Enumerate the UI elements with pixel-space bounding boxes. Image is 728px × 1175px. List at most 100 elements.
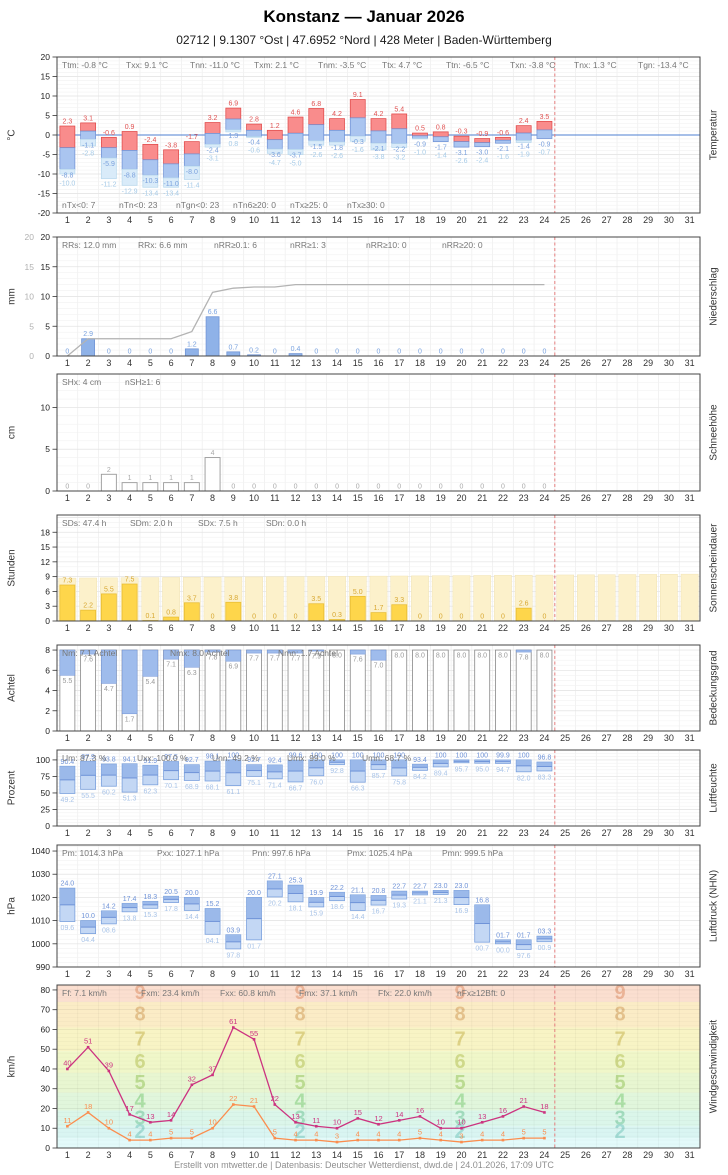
svg-text:4: 4 [501,1130,505,1139]
svg-text:4: 4 [45,686,50,696]
svg-text:13: 13 [311,1150,321,1160]
svg-text:0: 0 [501,349,505,356]
svg-text:70: 70 [41,1005,51,1015]
svg-text:2: 2 [86,733,91,743]
svg-text:7.7: 7.7 [270,656,280,663]
svg-text:5: 5 [134,1072,145,1094]
svg-text:00.7: 00.7 [475,946,489,953]
svg-text:8: 8 [210,623,215,633]
svg-text:15: 15 [353,969,363,979]
svg-text:27: 27 [602,969,612,979]
svg-text:7: 7 [134,1028,145,1050]
svg-text:26: 26 [581,969,591,979]
svg-text:16: 16 [499,1106,507,1115]
svg-text:Niederschlag: Niederschlag [709,267,720,325]
svg-text:5: 5 [169,1128,173,1137]
svg-text:24: 24 [539,1150,549,1160]
svg-text:-3.8: -3.8 [165,142,177,149]
svg-text:25: 25 [560,215,570,225]
svg-text:14: 14 [167,1110,175,1119]
svg-text:2: 2 [107,467,111,474]
svg-text:95.0: 95.0 [475,767,489,774]
svg-text:23: 23 [519,623,529,633]
svg-text:7.7: 7.7 [291,656,301,663]
svg-text:18: 18 [415,1150,425,1160]
svg-text:01.7: 01.7 [517,932,531,939]
svg-text:-0.9: -0.9 [538,142,550,149]
svg-text:9: 9 [231,623,236,633]
svg-text:4.6: 4.6 [291,110,301,117]
svg-text:19.9: 19.9 [309,890,323,897]
svg-text:8.0: 8.0 [498,653,508,660]
svg-text:Pnn: 997.6 hPa: Pnn: 997.6 hPa [252,848,311,858]
svg-text:61.1: 61.1 [226,789,240,796]
svg-text:15: 15 [353,623,363,633]
svg-text:7: 7 [614,1028,625,1050]
svg-text:4: 4 [293,1130,297,1139]
svg-text:nRR≥20: 0: nRR≥20: 0 [442,240,483,250]
svg-text:92.7: 92.7 [185,757,199,764]
svg-text:11: 11 [270,828,279,838]
svg-text:5: 5 [614,1072,625,1094]
svg-text:0: 0 [45,1143,50,1153]
svg-text:Unn: 49.2 %: Unn: 49.2 % [212,753,259,763]
svg-text:5: 5 [542,1128,546,1137]
svg-text:7.1: 7.1 [166,662,176,669]
svg-text:1.3: 1.3 [228,133,238,140]
svg-text:9: 9 [231,828,236,838]
svg-text:31: 31 [685,623,695,633]
svg-text:24: 24 [539,828,549,838]
y-axis-labels: 8 6 4 2 0 [45,645,57,736]
svg-text:0: 0 [397,484,401,491]
svg-text:0: 0 [169,349,173,356]
svg-text:°C: °C [7,129,18,140]
svg-text:04.1: 04.1 [206,938,220,945]
svg-text:0: 0 [460,349,464,356]
svg-text:13: 13 [311,215,321,225]
svg-text:13: 13 [291,1112,299,1121]
svg-text:Ttn: -6.5 °C: Ttn: -6.5 °C [446,60,490,70]
svg-text:60.2: 60.2 [102,790,116,797]
svg-text:13: 13 [311,828,321,838]
svg-text:100: 100 [393,752,405,759]
svg-text:0: 0 [542,614,546,621]
svg-text:92.8: 92.8 [330,768,344,775]
svg-text:20.5: 20.5 [164,889,178,896]
humidity-marks: 90.4 49.2 97.9 55.5 93.8 60.2 94.1 51.3 91.9 62.3… [59,752,553,804]
svg-text:76.0: 76.0 [309,779,323,786]
svg-text:5.5: 5.5 [104,586,114,593]
svg-text:14: 14 [332,493,342,503]
svg-text:-0.9: -0.9 [414,142,426,149]
svg-text:14: 14 [332,828,342,838]
svg-text:100: 100 [435,752,447,759]
svg-text:16: 16 [373,493,383,503]
svg-text:5: 5 [418,1128,422,1137]
svg-text:8: 8 [210,1150,215,1160]
svg-text:4: 4 [397,1130,401,1139]
svg-text:9: 9 [231,493,236,503]
svg-text:12: 12 [291,828,301,838]
svg-text:Fxm: 23.4 km/h: Fxm: 23.4 km/h [141,988,200,998]
svg-text:18.6: 18.6 [330,904,344,911]
svg-text:30: 30 [664,358,674,368]
svg-text:3: 3 [614,1107,625,1129]
sunshine-stats: SDs: 47.4 h SDm: 2.0 h SDx: 7.5 h SDn: 0.0 … [62,518,306,528]
svg-text:0: 0 [294,484,298,491]
svg-text:8: 8 [614,1004,625,1026]
cloud-stats: Nm: 7.1 Achtel Nmx: 8.0 Achtel Nmn: 1.7 Ac… [62,648,338,658]
svg-text:4: 4 [127,623,132,633]
svg-text:0: 0 [45,130,50,140]
svg-text:-2.1: -2.1 [497,146,509,153]
svg-text:Stunden: Stunden [7,549,18,586]
svg-text:28: 28 [622,215,632,225]
svg-text:2: 2 [86,969,91,979]
svg-text:30: 30 [664,1150,674,1160]
x-axis-day-labels: 1 2 3 4 5 6 7 8 9 10 11 12 13 14 15 16 17 18 19 20 21 22 23 24 2… [65,358,695,368]
svg-text:14.4: 14.4 [351,914,365,921]
svg-text:0: 0 [29,351,34,361]
svg-text:2: 2 [45,706,50,716]
svg-text:16: 16 [373,733,383,743]
svg-text:28: 28 [622,828,632,838]
svg-text:100: 100 [456,752,468,759]
